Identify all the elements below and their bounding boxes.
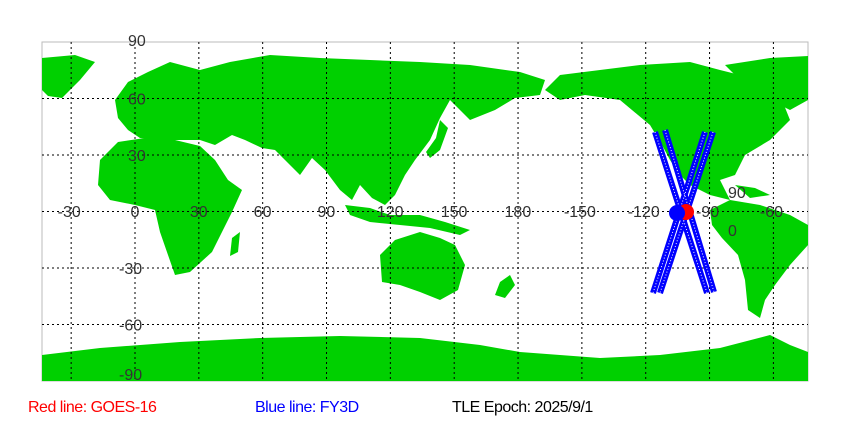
greenland-west bbox=[42, 55, 95, 98]
latitude-label: 30 bbox=[128, 148, 146, 165]
africa bbox=[98, 138, 242, 275]
latitude-label: 60 bbox=[128, 92, 146, 109]
legend-red-goes16: Red line: GOES-16 bbox=[28, 399, 157, 416]
longitude-label: 90 bbox=[318, 204, 336, 221]
south-america bbox=[710, 200, 808, 318]
longitude-label: -150 bbox=[564, 204, 596, 221]
longitude-label: -90 bbox=[696, 204, 719, 221]
landmasses bbox=[42, 55, 808, 381]
tle-epoch: TLE Epoch: 2025/9/1 bbox=[452, 399, 593, 416]
caribbean bbox=[735, 185, 770, 198]
longitude-label: 150 bbox=[441, 204, 468, 221]
madagascar bbox=[230, 232, 240, 256]
satellite-label: 90 bbox=[728, 185, 746, 202]
australia bbox=[380, 232, 465, 300]
longitude-label: 180 bbox=[505, 204, 532, 221]
longitude-label: 120 bbox=[377, 204, 404, 221]
new-zealand bbox=[495, 275, 515, 298]
longitude-label: 0 bbox=[131, 204, 140, 221]
longitude-label: 60 bbox=[254, 204, 272, 221]
satellite-label: 0 bbox=[728, 223, 737, 240]
latitude-label: -60 bbox=[119, 317, 142, 334]
fy3d-position-marker bbox=[669, 205, 685, 221]
southeast-asia-islands bbox=[345, 205, 470, 235]
japan bbox=[426, 120, 448, 158]
greenland bbox=[725, 56, 808, 110]
longitude-label: 30 bbox=[190, 204, 208, 221]
longitude-labels: -30 0 30 60 90 120 150 180 -150 -120 -90 -60 bbox=[58, 204, 783, 221]
latitude-label: 90 bbox=[128, 33, 146, 50]
latitude-labels: 90 60 30 -30 -60 -90 bbox=[119, 33, 146, 384]
longitude-label: -60 bbox=[760, 204, 783, 221]
eurasia bbox=[115, 55, 545, 205]
latitude-label: -90 bbox=[119, 367, 142, 384]
legend-blue-fy3d: Blue line: FY3D bbox=[255, 399, 359, 416]
latitude-label: -30 bbox=[119, 261, 142, 278]
graticule bbox=[42, 42, 808, 381]
longitude-label: -30 bbox=[58, 204, 81, 221]
longitude-label: -120 bbox=[628, 204, 660, 221]
antarctica bbox=[42, 335, 808, 381]
